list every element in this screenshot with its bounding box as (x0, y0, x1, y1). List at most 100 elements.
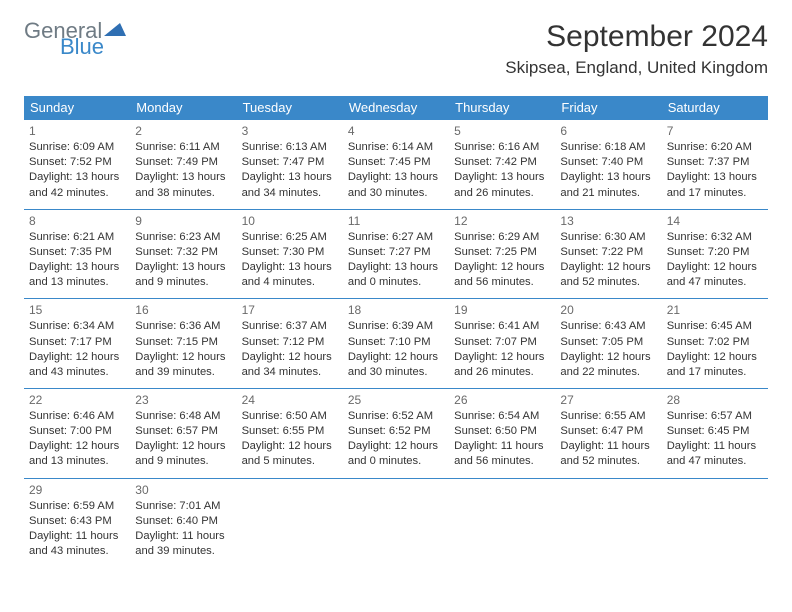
calendar-cell: 7Sunrise: 6:20 AMSunset: 7:37 PMDaylight… (662, 119, 768, 209)
day-sr: Sunrise: 6:14 AM (348, 140, 444, 155)
day-number: 29 (29, 482, 125, 498)
day-number: 19 (454, 302, 550, 318)
day-dl2: and 30 minutes. (348, 365, 444, 380)
day-number: 8 (29, 213, 125, 229)
day-sr: Sunrise: 6:57 AM (667, 409, 763, 424)
title-block: September 2024 Skipsea, England, United … (505, 20, 768, 78)
day-sr: Sunrise: 6:41 AM (454, 319, 550, 334)
day-dl2: and 34 minutes. (242, 186, 338, 201)
day-number: 15 (29, 302, 125, 318)
day-ss: Sunset: 7:25 PM (454, 245, 550, 260)
dow-header: Tuesday (237, 96, 343, 119)
day-dl1: Daylight: 13 hours (29, 260, 125, 275)
day-dl1: Daylight: 12 hours (29, 350, 125, 365)
day-ss: Sunset: 7:12 PM (242, 335, 338, 350)
day-dl1: Daylight: 12 hours (29, 439, 125, 454)
day-dl1: Daylight: 11 hours (135, 529, 231, 544)
day-sr: Sunrise: 6:55 AM (560, 409, 656, 424)
day-dl1: Daylight: 13 hours (348, 260, 444, 275)
day-ss: Sunset: 7:52 PM (29, 155, 125, 170)
day-dl2: and 26 minutes. (454, 365, 550, 380)
day-sr: Sunrise: 6:32 AM (667, 230, 763, 245)
day-dl1: Daylight: 11 hours (667, 439, 763, 454)
day-number: 4 (348, 123, 444, 139)
day-number: 11 (348, 213, 444, 229)
day-dl2: and 17 minutes. (667, 186, 763, 201)
calendar-cell: 16Sunrise: 6:36 AMSunset: 7:15 PMDayligh… (130, 298, 236, 388)
day-dl2: and 4 minutes. (242, 275, 338, 290)
calendar-cell-empty (343, 478, 449, 568)
dow-header: Thursday (449, 96, 555, 119)
day-sr: Sunrise: 6:11 AM (135, 140, 231, 155)
day-dl2: and 5 minutes. (242, 454, 338, 469)
day-sr: Sunrise: 7:01 AM (135, 499, 231, 514)
dow-header: Saturday (662, 96, 768, 119)
day-ss: Sunset: 7:02 PM (667, 335, 763, 350)
day-ss: Sunset: 7:07 PM (454, 335, 550, 350)
calendar-cell: 19Sunrise: 6:41 AMSunset: 7:07 PMDayligh… (449, 298, 555, 388)
day-dl2: and 47 minutes. (667, 454, 763, 469)
day-ss: Sunset: 7:20 PM (667, 245, 763, 260)
calendar-cell-empty (662, 478, 768, 568)
day-number: 10 (242, 213, 338, 229)
day-sr: Sunrise: 6:13 AM (242, 140, 338, 155)
day-dl1: Daylight: 13 hours (135, 260, 231, 275)
day-ss: Sunset: 7:37 PM (667, 155, 763, 170)
calendar-cell: 5Sunrise: 6:16 AMSunset: 7:42 PMDaylight… (449, 119, 555, 209)
day-dl2: and 0 minutes. (348, 275, 444, 290)
day-dl1: Daylight: 12 hours (454, 350, 550, 365)
day-dl2: and 9 minutes. (135, 454, 231, 469)
day-sr: Sunrise: 6:48 AM (135, 409, 231, 424)
day-number: 9 (135, 213, 231, 229)
day-dl1: Daylight: 12 hours (348, 350, 444, 365)
day-dl2: and 22 minutes. (560, 365, 656, 380)
day-sr: Sunrise: 6:46 AM (29, 409, 125, 424)
day-dl1: Daylight: 12 hours (560, 350, 656, 365)
day-number: 24 (242, 392, 338, 408)
calendar-cell: 18Sunrise: 6:39 AMSunset: 7:10 PMDayligh… (343, 298, 449, 388)
day-sr: Sunrise: 6:25 AM (242, 230, 338, 245)
day-ss: Sunset: 6:45 PM (667, 424, 763, 439)
calendar-cell: 24Sunrise: 6:50 AMSunset: 6:55 PMDayligh… (237, 388, 343, 478)
day-ss: Sunset: 6:47 PM (560, 424, 656, 439)
day-ss: Sunset: 7:40 PM (560, 155, 656, 170)
day-number: 28 (667, 392, 763, 408)
day-number: 12 (454, 213, 550, 229)
day-dl2: and 43 minutes. (29, 544, 125, 559)
day-ss: Sunset: 7:49 PM (135, 155, 231, 170)
day-sr: Sunrise: 6:21 AM (29, 230, 125, 245)
dow-header: Sunday (24, 96, 130, 119)
day-dl1: Daylight: 13 hours (242, 260, 338, 275)
day-dl1: Daylight: 12 hours (667, 350, 763, 365)
calendar-cell: 25Sunrise: 6:52 AMSunset: 6:52 PMDayligh… (343, 388, 449, 478)
day-number: 27 (560, 392, 656, 408)
day-ss: Sunset: 7:22 PM (560, 245, 656, 260)
day-dl2: and 52 minutes. (560, 275, 656, 290)
day-number: 26 (454, 392, 550, 408)
day-sr: Sunrise: 6:39 AM (348, 319, 444, 334)
day-sr: Sunrise: 6:16 AM (454, 140, 550, 155)
day-sr: Sunrise: 6:45 AM (667, 319, 763, 334)
location: Skipsea, England, United Kingdom (505, 58, 768, 78)
calendar-cell: 22Sunrise: 6:46 AMSunset: 7:00 PMDayligh… (24, 388, 130, 478)
day-dl1: Daylight: 13 hours (454, 170, 550, 185)
day-dl2: and 30 minutes. (348, 186, 444, 201)
day-sr: Sunrise: 6:29 AM (454, 230, 550, 245)
day-dl2: and 21 minutes. (560, 186, 656, 201)
dow-header: Wednesday (343, 96, 449, 119)
day-number: 16 (135, 302, 231, 318)
day-number: 14 (667, 213, 763, 229)
calendar-cell: 10Sunrise: 6:25 AMSunset: 7:30 PMDayligh… (237, 209, 343, 299)
day-dl2: and 39 minutes. (135, 365, 231, 380)
day-dl1: Daylight: 11 hours (29, 529, 125, 544)
calendar-cell: 20Sunrise: 6:43 AMSunset: 7:05 PMDayligh… (555, 298, 661, 388)
day-ss: Sunset: 7:35 PM (29, 245, 125, 260)
calendar-cell: 8Sunrise: 6:21 AMSunset: 7:35 PMDaylight… (24, 209, 130, 299)
day-ss: Sunset: 7:42 PM (454, 155, 550, 170)
day-ss: Sunset: 7:00 PM (29, 424, 125, 439)
month-title: September 2024 (505, 20, 768, 54)
day-dl2: and 9 minutes. (135, 275, 231, 290)
day-sr: Sunrise: 6:50 AM (242, 409, 338, 424)
day-number: 5 (454, 123, 550, 139)
day-dl2: and 56 minutes. (454, 454, 550, 469)
